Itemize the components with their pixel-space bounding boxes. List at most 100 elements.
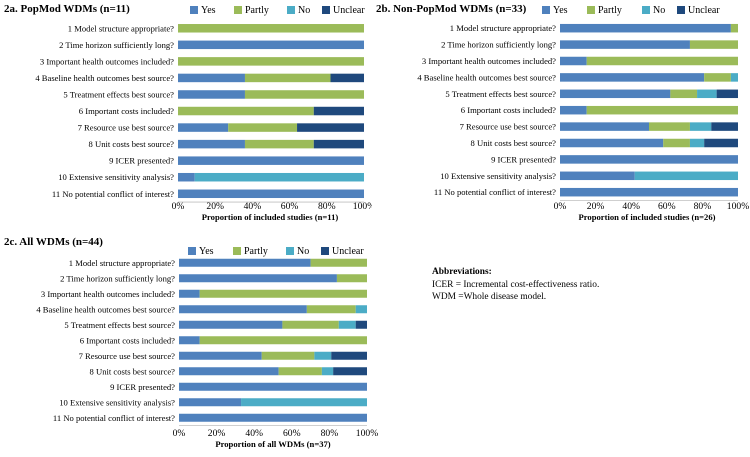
bar-partly bbox=[663, 138, 690, 148]
bar-yes bbox=[178, 189, 364, 199]
bar-no bbox=[697, 89, 717, 99]
bar-no bbox=[689, 138, 705, 148]
legend-swatch-no bbox=[286, 247, 294, 255]
bar-yes bbox=[179, 305, 307, 314]
bar-no bbox=[634, 171, 738, 181]
bar-yes bbox=[560, 73, 705, 82]
bar-unclear bbox=[330, 73, 364, 83]
bar-partly bbox=[586, 56, 738, 66]
bar-yes bbox=[178, 123, 229, 132]
legend-swatch-no bbox=[287, 6, 295, 14]
category-label: 7 Resource use best source? bbox=[79, 351, 176, 361]
bar-yes bbox=[179, 336, 200, 345]
x-tick-label: 60% bbox=[283, 428, 301, 439]
x-tick-label: 60% bbox=[658, 201, 676, 212]
category-label: 6 Important costs included? bbox=[80, 335, 175, 345]
chart-panel-2c: 2c. All WDMs (n=44) Yes Partly No Unclear 1 M… bbox=[0, 226, 380, 457]
legend-label-yes: Yes bbox=[199, 246, 214, 257]
bar-unclear bbox=[355, 320, 367, 329]
bar-partly bbox=[228, 123, 298, 132]
x-axis-label-2c: Proportion of all WDMs (n=37) bbox=[215, 439, 330, 449]
bar-yes bbox=[560, 122, 649, 131]
legend-swatch-yes bbox=[542, 6, 550, 14]
x-tick-label: 80% bbox=[321, 428, 339, 439]
legend-label-partly: Partly bbox=[244, 246, 268, 257]
bar-partly bbox=[278, 367, 322, 376]
category-label: 11 No potential conflict of interest? bbox=[52, 189, 174, 199]
bar-partly bbox=[649, 122, 690, 131]
bar-partly bbox=[336, 274, 367, 283]
category-label: 9 ICER presented? bbox=[110, 382, 175, 392]
legend-label-yes: Yes bbox=[553, 5, 568, 16]
bar-partly bbox=[689, 40, 738, 49]
bar-partly bbox=[178, 106, 314, 116]
bar-partly bbox=[261, 351, 315, 360]
bar-no bbox=[689, 122, 712, 131]
bar-unclear bbox=[297, 123, 364, 132]
x-axis-label-2b: Proportion of included studies (n=26) bbox=[578, 212, 715, 222]
bar-yes bbox=[179, 398, 242, 407]
x-tick-label: 60% bbox=[281, 201, 299, 212]
category-label: 4 Baseline health outcomes best source? bbox=[35, 73, 174, 83]
category-label: 10 Extensive sensitivity analysis? bbox=[59, 397, 175, 407]
bar-partly bbox=[244, 90, 364, 99]
bar-partly bbox=[310, 258, 367, 267]
category-label: 6 Important costs included? bbox=[461, 105, 556, 115]
bar-unclear bbox=[333, 367, 367, 376]
bar-yes bbox=[179, 289, 200, 298]
legend-swatch-yes bbox=[188, 247, 196, 255]
bar-partly bbox=[282, 320, 339, 329]
legend-label-unclear: Unclear bbox=[332, 246, 364, 257]
bar-partly bbox=[730, 23, 738, 33]
bar-no bbox=[730, 73, 738, 82]
bar-yes bbox=[178, 90, 245, 99]
chart-panel-2a: 2a. PopMod WDMs (n=11) Yes Partly No Unclear… bbox=[0, 0, 375, 231]
category-label: 8 Unit costs best source? bbox=[89, 139, 175, 149]
bar-yes bbox=[179, 351, 262, 360]
x-tick-label: 100% bbox=[353, 201, 372, 212]
chart-2b: 2b. Non-PopMod WDMs (n=33) Yes Partly No Unc… bbox=[376, 3, 749, 222]
x-tick-label: 0% bbox=[173, 428, 186, 439]
bar-yes bbox=[560, 89, 671, 99]
chart-title-2b: 2b. Non-PopMod WDMs (n=33) bbox=[376, 3, 527, 15]
bar-yes bbox=[178, 40, 364, 50]
category-label: 8 Unit costs best source? bbox=[471, 138, 557, 148]
category-label: 5 Treatment effects best source? bbox=[63, 89, 174, 99]
bar-partly bbox=[199, 289, 367, 298]
category-label: 11 No potential conflict of interest? bbox=[53, 413, 175, 423]
category-label: 10 Extensive sensitivity analysis? bbox=[58, 172, 174, 182]
x-tick-label: 20% bbox=[206, 201, 224, 212]
bar-yes bbox=[179, 367, 279, 376]
legend-swatch-partly bbox=[234, 6, 242, 14]
bar-no bbox=[194, 172, 364, 182]
x-tick-label: 40% bbox=[245, 428, 263, 439]
bar-no bbox=[241, 398, 367, 407]
bar-yes bbox=[178, 172, 195, 182]
bar-yes bbox=[179, 274, 337, 283]
x-tick-label: 100% bbox=[356, 428, 378, 439]
x-tick-label: 20% bbox=[587, 201, 605, 212]
category-label: 8 Unit costs best source? bbox=[90, 366, 176, 376]
bar-partly bbox=[704, 73, 731, 82]
x-tick-label: 20% bbox=[208, 428, 226, 439]
bar-yes bbox=[179, 413, 367, 422]
category-label: 3 Important health outcomes included? bbox=[40, 56, 174, 66]
legend-label-no: No bbox=[297, 246, 309, 257]
legend-swatch-partly bbox=[587, 6, 595, 14]
bar-partly bbox=[244, 139, 314, 149]
category-label: 3 Important health outcomes included? bbox=[422, 56, 556, 66]
category-label: 4 Baseline health outcomes best source? bbox=[417, 72, 556, 82]
category-label: 10 Extensive sensitivity analysis? bbox=[440, 171, 556, 181]
category-label: 9 ICER presented? bbox=[491, 154, 556, 164]
legend-swatch-unclear bbox=[321, 247, 329, 255]
category-label: 2 Time horizon sufficiently long? bbox=[59, 40, 174, 50]
bar-yes bbox=[179, 258, 311, 267]
bar-yes bbox=[560, 187, 738, 197]
category-label: 4 Baseline health outcomes best source? bbox=[36, 304, 175, 314]
category-label: 9 ICER presented? bbox=[109, 156, 174, 166]
legend-swatch-partly bbox=[233, 247, 241, 255]
bar-partly bbox=[178, 24, 364, 33]
legend-swatch-yes bbox=[190, 6, 198, 14]
legend-label-yes: Yes bbox=[201, 5, 216, 16]
bar-yes bbox=[178, 73, 245, 83]
